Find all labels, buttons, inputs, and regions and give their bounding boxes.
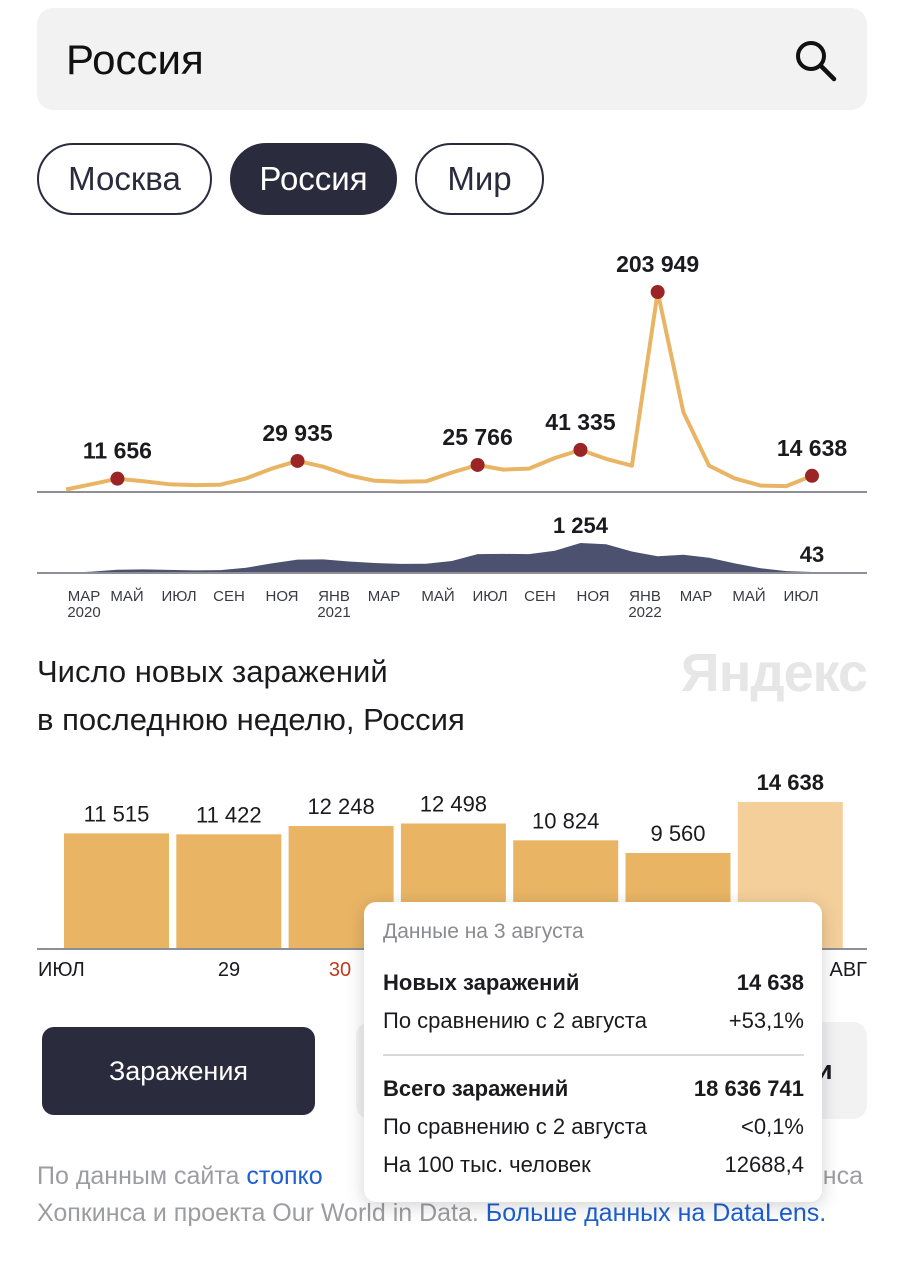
cases-point-label: 203 949 xyxy=(616,251,699,277)
section-title-line1: Число новых заражений xyxy=(37,654,388,689)
section-title: Число новых заражений в последнюю неделю… xyxy=(37,648,465,744)
x-tick-label: МАЙ xyxy=(421,587,454,605)
bar-value-label: 11 515 xyxy=(84,801,150,826)
x-tick-label: МАР xyxy=(680,588,713,605)
cases-point-label: 29 935 xyxy=(262,420,333,446)
source-line2: Хопкинса и проекта Our World in Data. xyxy=(37,1199,486,1227)
bar-value-label: 11 422 xyxy=(196,802,262,827)
deaths-area xyxy=(66,543,812,573)
cases-point-label: 41 335 xyxy=(545,409,616,435)
tooltip-row: Всего заражений 18 636 741 xyxy=(383,1070,804,1108)
bar-tick-label: АВГ xyxy=(829,959,867,981)
cases-point-label: 25 766 xyxy=(442,424,512,450)
source-suffix: нса xyxy=(822,1162,863,1190)
tab-label: Россия xyxy=(259,160,368,197)
new-cases-value: 14 638 xyxy=(736,970,804,995)
deaths-point-label: 43 xyxy=(800,542,824,567)
yandex-logo: Яндекс xyxy=(680,643,868,703)
x-tick-label: ЯНВ xyxy=(629,588,661,605)
search-icon[interactable] xyxy=(793,38,837,82)
x-year-label: 2020 xyxy=(67,604,100,621)
stopcorona-link[interactable]: стопко xyxy=(246,1162,323,1190)
section-title-line2: в последнюю неделю, Россия xyxy=(37,702,465,737)
source-note: По данным сайта стопко нса Хопкинса и про… xyxy=(37,1158,867,1232)
total-cases-label: Всего заражений xyxy=(383,1076,569,1101)
per100k-label: На 100 тыс. человек xyxy=(383,1152,591,1177)
tab-russia[interactable]: Россия xyxy=(230,143,397,215)
x-year-label: 2022 xyxy=(628,604,661,621)
bar-value-label: 10 824 xyxy=(532,808,599,833)
compare1-value: +53,1% xyxy=(728,1008,804,1033)
per100k-value: 12688,4 xyxy=(724,1152,804,1177)
x-tick-label: СЕН xyxy=(524,588,556,605)
tooltip-row: Новых заражений 14 638 xyxy=(383,964,804,1002)
tooltip-row: На 100 тыс. человек 12688,4 xyxy=(383,1146,804,1184)
bar-value-label: 12 498 xyxy=(420,791,487,816)
cases-point-label: 11 656 xyxy=(83,438,152,464)
datalens-link[interactable]: Больше данных на DataLens. xyxy=(485,1199,827,1227)
bar-tick-label: 29 xyxy=(218,959,240,981)
x-year-label: 2021 xyxy=(317,604,350,621)
bar-value-label: 9 560 xyxy=(650,821,705,846)
cases-point[interactable] xyxy=(650,285,665,299)
compare2-label: По сравнению с 2 августа xyxy=(383,1114,647,1139)
tab-label: Мир xyxy=(447,160,512,197)
x-tick-label: ИЮЛ xyxy=(783,588,818,605)
x-tick-label: МАР xyxy=(368,588,401,605)
tooltip-header: Данные на 3 августа xyxy=(383,920,584,943)
compare2-value: <0,1% xyxy=(741,1114,804,1139)
cases-point[interactable] xyxy=(573,442,588,457)
cases-point[interactable] xyxy=(110,471,125,486)
x-tick-label: СЕН xyxy=(213,588,245,605)
tooltip-row: По сравнению с 2 августа +53,1% xyxy=(383,1002,804,1040)
x-tick-label: ЯНВ xyxy=(318,588,350,605)
cases-point[interactable] xyxy=(470,457,485,472)
x-tick-label: НОЯ xyxy=(576,588,609,605)
x-tick-label: ИЮЛ xyxy=(472,588,507,605)
chart-tooltip: Данные на 3 августа Новых заражений 14 6… xyxy=(364,902,822,1202)
x-tick-label: МАЙ xyxy=(732,587,765,605)
x-tick-label: МАР xyxy=(68,588,101,605)
x-tick-label: НОЯ xyxy=(265,588,298,605)
tab-world[interactable]: Мир xyxy=(415,143,544,215)
bar-tick-label: ИЮЛ xyxy=(38,959,85,981)
cases-point[interactable] xyxy=(805,468,819,483)
timeline-chart[interactable]: 11 656 29 935 25 766 41 335 203 949 14 638 1 … xyxy=(0,240,904,630)
search-bar[interactable]: Россия xyxy=(37,8,867,110)
infections-button-label: Заражения xyxy=(108,1055,249,1086)
x-tick-label: ИЮЛ xyxy=(161,588,196,605)
tab-label: Москва xyxy=(68,160,181,197)
cases-point-label: 14 638 xyxy=(777,435,848,461)
x-tick-label: МАЙ xyxy=(110,587,143,605)
cases-point[interactable] xyxy=(290,453,305,468)
bar-tick-label: 30 xyxy=(329,959,351,981)
bar-value-label: 14 638 xyxy=(757,770,824,795)
infections-button[interactable]: Заражения xyxy=(42,1027,315,1115)
search-input[interactable]: Россия xyxy=(66,36,204,83)
compare1-label: По сравнению с 2 августа xyxy=(383,1008,647,1033)
total-cases-value: 18 636 741 xyxy=(693,1076,804,1101)
bar[interactable] xyxy=(176,834,282,949)
bar[interactable] xyxy=(64,833,169,949)
tooltip-row: По сравнению с 2 августа <0,1% xyxy=(383,1108,804,1146)
source-prefix: По данным сайта xyxy=(37,1162,247,1190)
bar-value-label: 12 248 xyxy=(307,794,374,819)
cases-line xyxy=(65,290,813,492)
new-cases-label: Новых заражений xyxy=(383,970,580,995)
tooltip-divider xyxy=(383,1054,804,1056)
tab-moscow[interactable]: Москва xyxy=(37,143,212,215)
deaths-point-label: 1 254 xyxy=(553,513,609,538)
weekly-bar-chart[interactable]: 11 515 11 422 12 248 12 498 10 824 9 560 14 63… xyxy=(0,760,904,1000)
